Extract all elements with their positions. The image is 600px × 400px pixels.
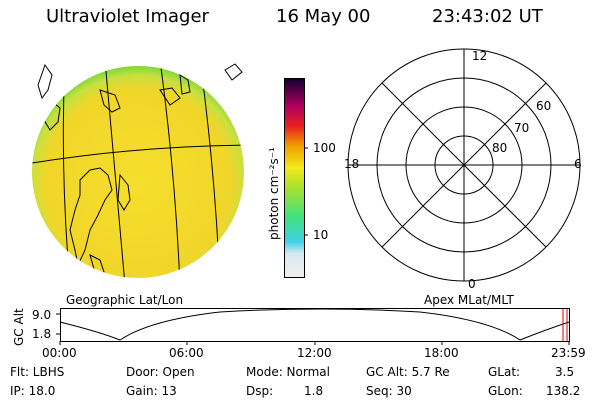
- colorbar-tick-100: 100: [313, 141, 336, 155]
- colorbar-tick-10: 10: [313, 228, 329, 242]
- info-glon-value: 138.2: [546, 384, 581, 398]
- info-seq: Seq: 30: [366, 384, 412, 398]
- info-mode: Mode: Normal: [246, 365, 330, 379]
- info-glat-label: GLat:: [488, 365, 521, 379]
- mlt-label-12: 12: [472, 49, 487, 63]
- altitude-timeline: [56, 308, 570, 345]
- timeline-ytick-1-8: 1.8: [32, 327, 52, 341]
- info-door: Door: Open: [126, 365, 195, 379]
- info-dsp-label: Dsp:: [246, 384, 274, 398]
- mlat-label-60: 60: [536, 99, 551, 113]
- info-glat-value: 3.5: [555, 365, 575, 379]
- info-gc-alt: GC Alt: 5.7 Re: [366, 365, 450, 379]
- mlat-label-80: 80: [492, 141, 507, 155]
- geographic-label: Geographic Lat/Lon: [66, 293, 184, 307]
- timeline-xtick-1200: 12:00: [297, 346, 332, 360]
- title: Ultraviolet Imager: [46, 6, 209, 27]
- earth-disk: [32, 66, 244, 278]
- info-dsp-value: 1.8: [304, 384, 324, 398]
- apex-label: Apex MLat/MLT: [424, 293, 514, 307]
- colorbar: [284, 78, 308, 278]
- timeline-xtick-0000: 00:00: [42, 346, 77, 360]
- timeline-xtick-2359: 23:59: [551, 346, 586, 360]
- timeline-ytick-9: 9.0: [32, 308, 52, 322]
- mlt-label-18: 18: [344, 157, 359, 171]
- date-label: 16 May 00: [276, 6, 371, 27]
- mlt-label-6: 6: [574, 157, 582, 171]
- mlt-label-0: 0: [468, 277, 476, 291]
- info-gain: Gain: 13: [126, 384, 177, 398]
- polar-plot: 12 18 6 0 60 70 80: [344, 48, 582, 291]
- time-label: 23:43:02 UT: [432, 6, 543, 27]
- timeline-ylabel: GC Alt: [12, 308, 26, 346]
- timeline-xtick-1800: 18:00: [424, 346, 459, 360]
- timeline-xtick-0600: 06:00: [169, 346, 204, 360]
- geographic-image: [32, 63, 244, 278]
- mlat-label-70: 70: [514, 121, 529, 135]
- info-flt: Flt: LBHS: [10, 365, 65, 379]
- info-ip: IP: 18.0: [10, 384, 56, 398]
- colorbar-unit-label: photon cm⁻²s⁻¹: [267, 147, 281, 240]
- info-glon-label: GLon:: [488, 384, 523, 398]
